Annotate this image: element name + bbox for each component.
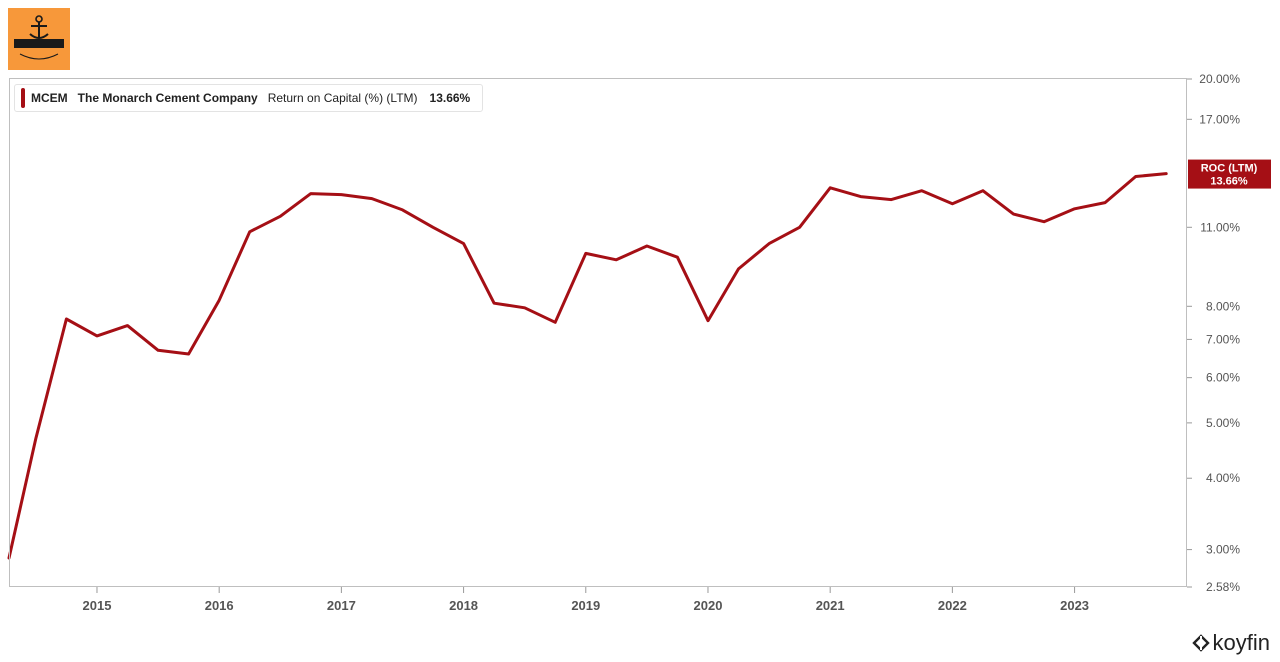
y-tick-label: 7.00% [1206, 332, 1240, 346]
x-tick-label: 2021 [816, 598, 845, 613]
y-tick-label: 5.00% [1206, 416, 1240, 430]
x-tick-label: 2022 [938, 598, 967, 613]
x-tick-label: 2019 [571, 598, 600, 613]
y-tick-label: 6.00% [1206, 371, 1240, 385]
x-axis: 2015 2016 2017 2018 2019 2020 2021 2022 2023 [83, 587, 1089, 613]
y-tick-label: 4.00% [1206, 471, 1240, 485]
plot-area [9, 78, 1187, 587]
x-tick-label: 2020 [694, 598, 723, 613]
x-tick-label: 2017 [327, 598, 356, 613]
x-tick-label: 2018 [449, 598, 478, 613]
legend-swatch [21, 88, 25, 108]
value-badge-label: ROC (LTM) [1201, 163, 1258, 175]
y-tick-label: 17.00% [1199, 112, 1240, 126]
y-axis: 20.00% 17.00% 11.00% 8.00% 7.00% 6.00% 5.00% 4.… [1187, 72, 1240, 594]
anchor-icon [8, 8, 70, 70]
legend-metric: Return on Capital (%) (LTM) [267, 91, 418, 105]
legend-value: 13.66% [429, 91, 471, 105]
logo [8, 8, 70, 70]
x-tick-label: 2016 [205, 598, 234, 613]
y-tick-label: 2.58% [1206, 580, 1240, 594]
y-tick-label: 8.00% [1206, 299, 1240, 313]
legend-ticker: MCEM [31, 91, 68, 105]
value-badge-value: 13.66% [1210, 176, 1248, 188]
y-tick-label: 20.00% [1199, 72, 1240, 86]
x-tick-label: 2015 [83, 598, 112, 613]
y-tick-label: 3.00% [1206, 543, 1240, 557]
koyfin-logo-icon [1191, 634, 1210, 652]
brand-name: koyfin [1212, 630, 1270, 655]
brand-logo: koyfin [1191, 630, 1270, 656]
y-tick-label: 11.00% [1200, 220, 1240, 234]
chart-legend[interactable]: MCEM The Monarch Cement Company Return o… [14, 84, 484, 112]
value-badge: ROC (LTM)13.66% [1188, 159, 1271, 189]
legend-company: The Monarch Cement Company [77, 91, 258, 105]
x-tick-label: 2023 [1060, 598, 1089, 613]
series-layer [7, 172, 1168, 560]
value-badge-box [1188, 159, 1271, 189]
